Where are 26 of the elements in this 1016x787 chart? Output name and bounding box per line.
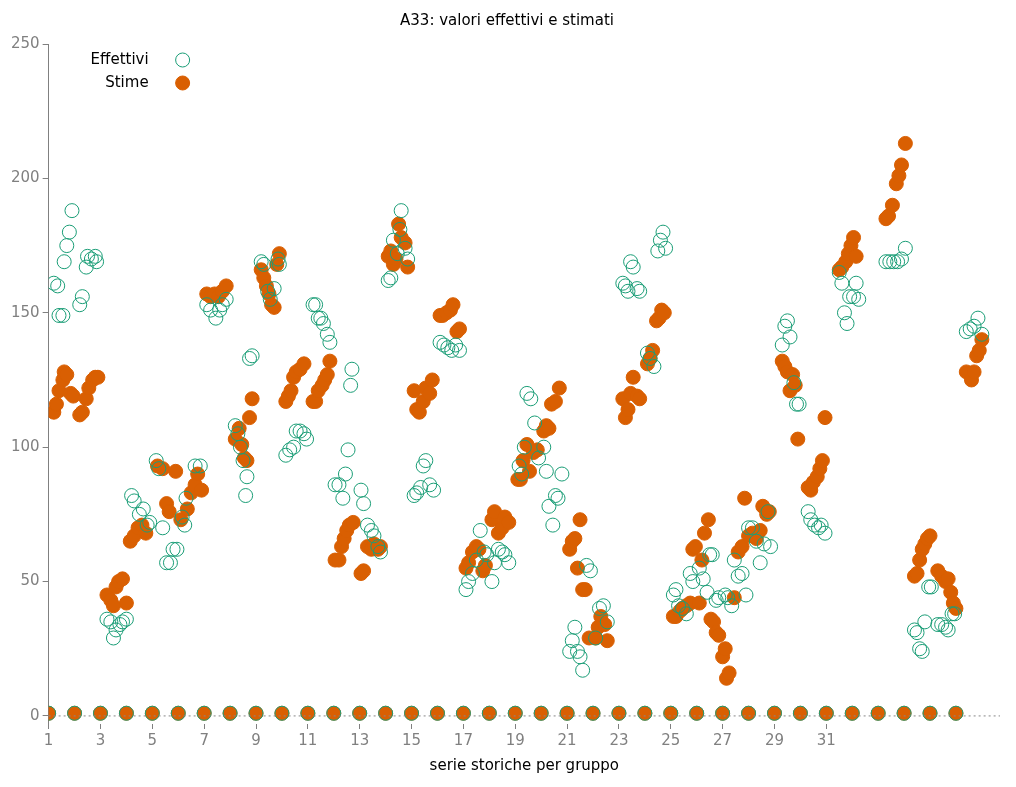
x-tick-label: 11 [298, 730, 318, 749]
x-tick-label: 23 [609, 730, 629, 749]
x-tick-label: 25 [661, 730, 681, 749]
x-tick-label: 5 [147, 730, 158, 749]
x-tick-label: 3 [95, 730, 106, 749]
x-tick-label: 9 [251, 730, 261, 749]
x-tick-label: 13 [350, 730, 370, 749]
x-tick-label: 7 [199, 730, 209, 749]
legend-label: Effettivi [90, 49, 149, 68]
y-tick-label: 100 [10, 437, 40, 456]
legend-label: Stime [105, 72, 149, 91]
chart-title: A33: valori effettivi e stimati [400, 10, 614, 29]
x-tick-label: 1 [43, 730, 54, 749]
x-tick-label: 31 [816, 730, 836, 749]
x-tick-label: 15 [402, 730, 422, 749]
y-tick-label: 0 [30, 705, 40, 724]
x-tick-label: 29 [764, 730, 785, 749]
x-tick-label: 19 [505, 730, 525, 749]
x-axis-title: serie storiche per gruppo [429, 755, 620, 774]
y-tick-label: 250 [10, 33, 40, 52]
x-tick-label: 17 [453, 730, 473, 749]
y-tick-label: 150 [10, 302, 40, 321]
y-tick-label: 50 [20, 571, 40, 590]
y-tick-label: 200 [10, 168, 40, 187]
x-tick-label: 21 [557, 730, 577, 749]
x-tick-label: 27 [713, 730, 733, 749]
